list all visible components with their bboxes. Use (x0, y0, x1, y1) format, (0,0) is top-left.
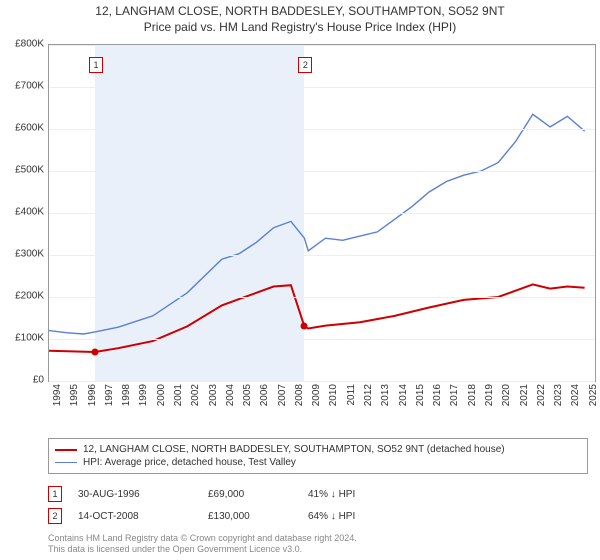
y-axis-label: £300K (15, 249, 44, 260)
gridline-h (49, 87, 595, 88)
x-axis-label: 2025 (588, 384, 600, 406)
transaction-pct: 41% ↓ HPI (308, 489, 448, 500)
legend-swatch (55, 449, 77, 451)
transaction-marker: 1 (48, 486, 62, 502)
marker-dot (301, 323, 308, 330)
y-axis-label: £800K (15, 39, 44, 50)
gridline-h (49, 339, 595, 340)
legend-label: HPI: Average price, detached house, Test… (83, 457, 296, 468)
chart-title-line1: 12, LANGHAM CLOSE, NORTH BADDESLEY, SOUT… (0, 0, 600, 18)
gridline-h (49, 381, 595, 382)
transaction-row: 2 14-OCT-2008 £130,000 64% ↓ HPI (48, 508, 588, 524)
gridline-h (49, 213, 595, 214)
chart-title-line2: Price paid vs. HM Land Registry's House … (0, 18, 600, 36)
y-axis-label: £100K (15, 333, 44, 344)
y-axis-label: £600K (15, 123, 44, 134)
marker-label-box: 2 (298, 57, 312, 73)
y-axis-label: £500K (15, 165, 44, 176)
transaction-pct: 64% ↓ HPI (308, 511, 448, 522)
legend-swatch (55, 462, 77, 463)
y-axis-label: £700K (15, 81, 44, 92)
transaction-price: £69,000 (208, 489, 308, 500)
chart-plot-area: 12 (48, 44, 596, 382)
legend-box: 12, LANGHAM CLOSE, NORTH BADDESLEY, SOUT… (48, 438, 588, 474)
gridline-h (49, 129, 595, 130)
legend-label: 12, LANGHAM CLOSE, NORTH BADDESLEY, SOUT… (83, 444, 505, 455)
marker-label-box: 1 (89, 57, 103, 73)
footer-attribution: Contains HM Land Registry data © Crown c… (48, 533, 588, 556)
transaction-date: 14-OCT-2008 (78, 511, 208, 522)
footer-line2: This data is licensed under the Open Gov… (48, 544, 588, 556)
transaction-price: £130,000 (208, 511, 308, 522)
legend-item: 12, LANGHAM CLOSE, NORTH BADDESLEY, SOUT… (55, 443, 581, 456)
gridline-h (49, 45, 595, 46)
footer-line1: Contains HM Land Registry data © Crown c… (48, 533, 588, 545)
y-axis-label: £0 (33, 375, 44, 386)
y-axis-label: £200K (15, 291, 44, 302)
y-axis-label: £400K (15, 207, 44, 218)
transaction-marker: 2 (48, 508, 62, 524)
gridline-h (49, 171, 595, 172)
transaction-row: 1 30-AUG-1996 £69,000 41% ↓ HPI (48, 486, 588, 502)
transaction-date: 30-AUG-1996 (78, 489, 208, 500)
marker-dot (91, 349, 98, 356)
gridline-h (49, 297, 595, 298)
gridline-h (49, 255, 595, 256)
legend-item: HPI: Average price, detached house, Test… (55, 456, 581, 469)
